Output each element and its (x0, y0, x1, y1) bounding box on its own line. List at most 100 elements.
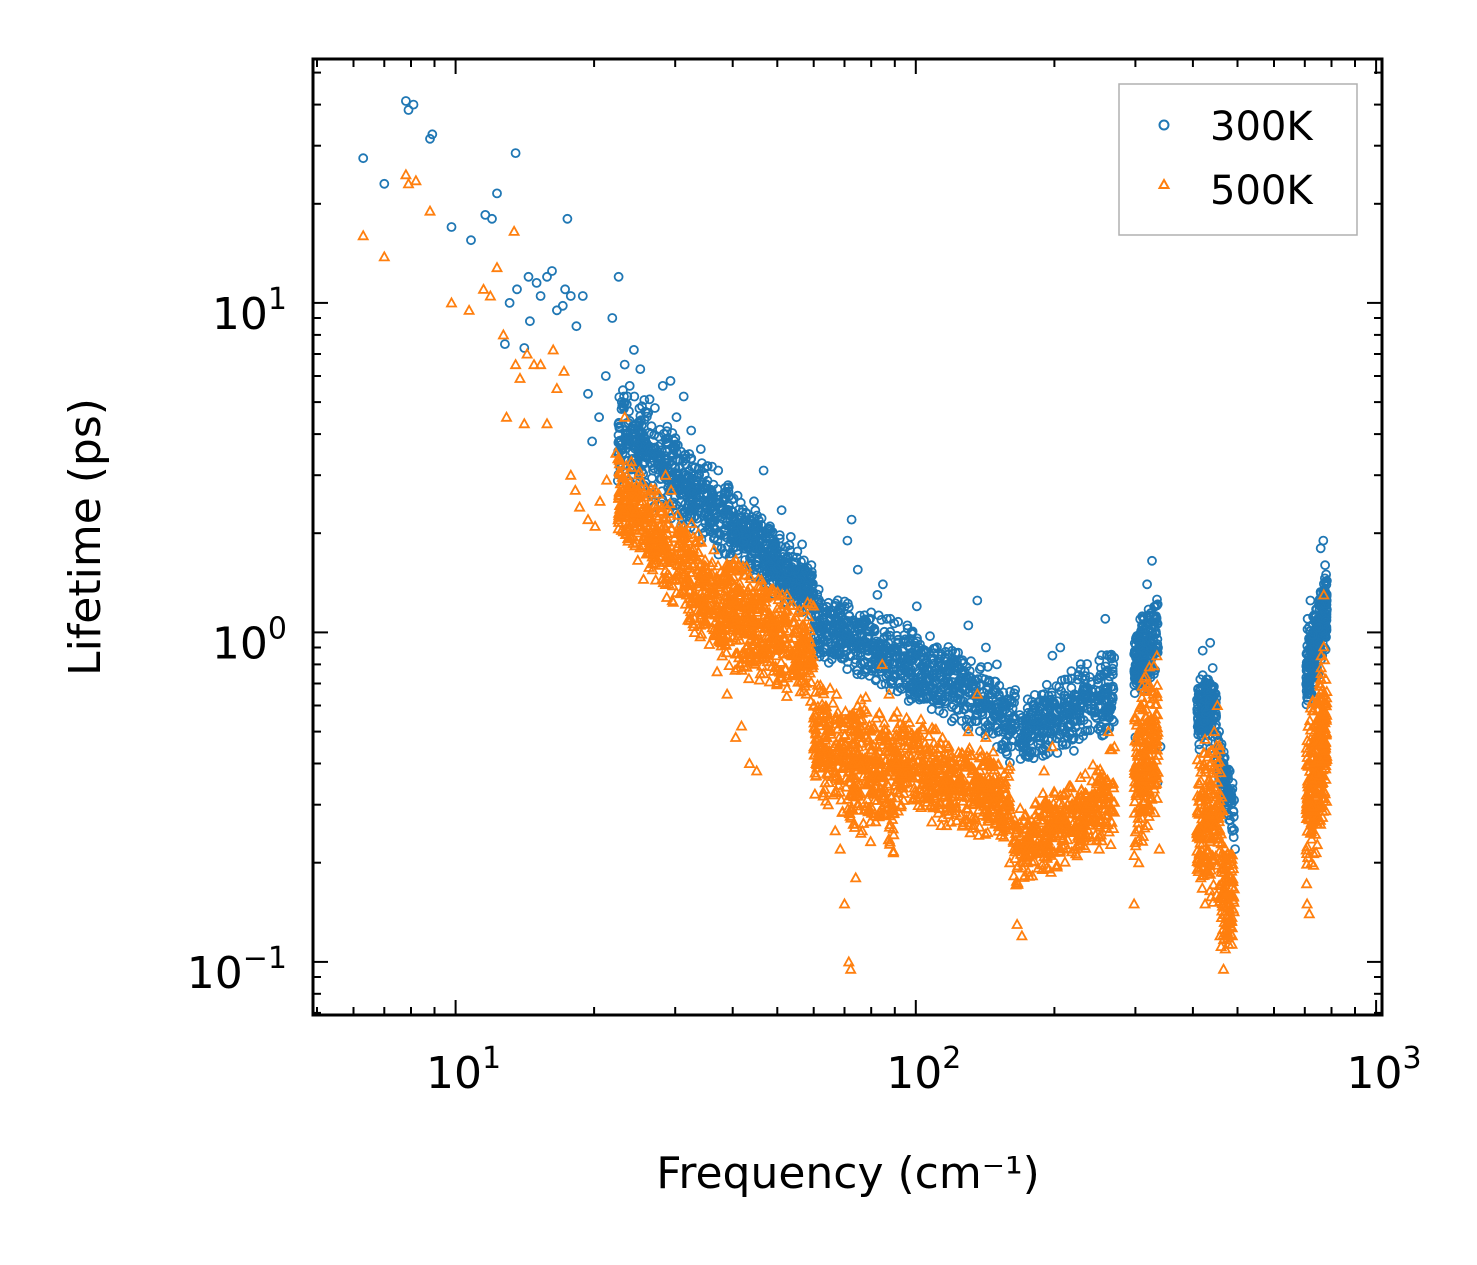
point-300k (427, 129, 438, 140)
point-300k (929, 648, 940, 659)
point-300k (735, 497, 746, 508)
point-300k (953, 694, 963, 704)
point-300k (940, 652, 950, 662)
point-300k (905, 664, 916, 674)
point-300k (932, 668, 942, 679)
point-300k (854, 617, 865, 628)
point-300k (836, 618, 847, 629)
point-300k (571, 321, 582, 332)
point-300k (758, 465, 769, 476)
point-300k (535, 291, 546, 301)
point-300k (1078, 715, 1089, 726)
point-300k (519, 343, 530, 353)
point-300k (1107, 693, 1118, 704)
point-300k (547, 266, 557, 276)
point-300k (885, 645, 896, 656)
point-300k (665, 375, 676, 386)
point-300k (565, 291, 576, 301)
point-300k (1094, 672, 1105, 683)
point-300k (855, 610, 865, 621)
point-300k (949, 656, 960, 667)
point-300k (897, 654, 907, 665)
point-300k (1230, 844, 1240, 854)
point-300k (1041, 679, 1052, 690)
point-300k (1036, 689, 1047, 700)
point-300k (797, 539, 807, 550)
point-300k (963, 709, 974, 720)
point-300k (841, 630, 851, 640)
point-300k (934, 654, 945, 664)
point-300k (679, 450, 690, 461)
point-300k (560, 284, 570, 295)
point-300k (823, 631, 833, 642)
point-300k (1048, 712, 1058, 723)
point-300k (1035, 735, 1045, 746)
point-300k (666, 467, 677, 478)
point-300k (718, 504, 729, 515)
point-300k (617, 400, 628, 411)
point-300k (940, 646, 951, 657)
point-300k (766, 525, 776, 536)
point-300k (1129, 680, 1140, 690)
point-300k (706, 518, 717, 528)
point-300k (642, 411, 652, 422)
point-300k (1021, 732, 1031, 742)
point-300k (1142, 579, 1152, 590)
point-300k (557, 300, 568, 311)
point-300k (916, 688, 927, 698)
point-300k (834, 638, 845, 649)
point-300k (1069, 745, 1079, 756)
point-300k (499, 339, 510, 350)
point-300k (727, 506, 738, 517)
point-300k (876, 615, 887, 625)
point-300k (1093, 678, 1103, 688)
point-300k (619, 359, 630, 370)
point-300k (649, 450, 660, 461)
point-300k (1094, 655, 1105, 666)
point-300k (523, 271, 534, 282)
point-300k (976, 662, 986, 672)
point-300k (1028, 705, 1039, 716)
point-300k (1066, 682, 1077, 693)
point-300k (736, 519, 747, 529)
point-300k (795, 576, 806, 587)
point-300k (492, 188, 502, 199)
point-300k (662, 421, 673, 432)
point-300k (727, 494, 737, 505)
point-300k (1147, 555, 1157, 566)
point-300k (1137, 622, 1148, 633)
point-300k (834, 603, 844, 614)
point-300k (907, 626, 918, 637)
point-300k (846, 514, 857, 525)
point-300k (869, 625, 880, 636)
point-300k (446, 222, 457, 232)
point-300k (907, 679, 918, 689)
point-300k (512, 284, 522, 295)
point-300k (992, 659, 1002, 670)
point-300k (852, 650, 863, 661)
point-300k (645, 457, 655, 468)
point-300k (956, 716, 967, 726)
point-300k (918, 694, 929, 704)
point-300k (1129, 664, 1140, 675)
point-300k (852, 669, 863, 680)
point-300k (1034, 726, 1045, 737)
point-300k (982, 661, 993, 672)
point-300k (525, 316, 535, 327)
point-300k (1320, 560, 1330, 571)
point-300k (1077, 672, 1088, 683)
point-300k (961, 714, 972, 725)
point-300k (1144, 618, 1155, 629)
point-300k (712, 498, 722, 509)
point-300k (644, 394, 655, 405)
point-300k (862, 632, 873, 642)
point-300k (639, 395, 650, 405)
point-300k (644, 427, 654, 438)
point-300k (895, 682, 905, 693)
point-300k (815, 615, 825, 625)
point-300k (718, 492, 729, 503)
point-300k (967, 676, 978, 687)
point-300k (1106, 653, 1117, 664)
point-300k (1005, 686, 1015, 697)
